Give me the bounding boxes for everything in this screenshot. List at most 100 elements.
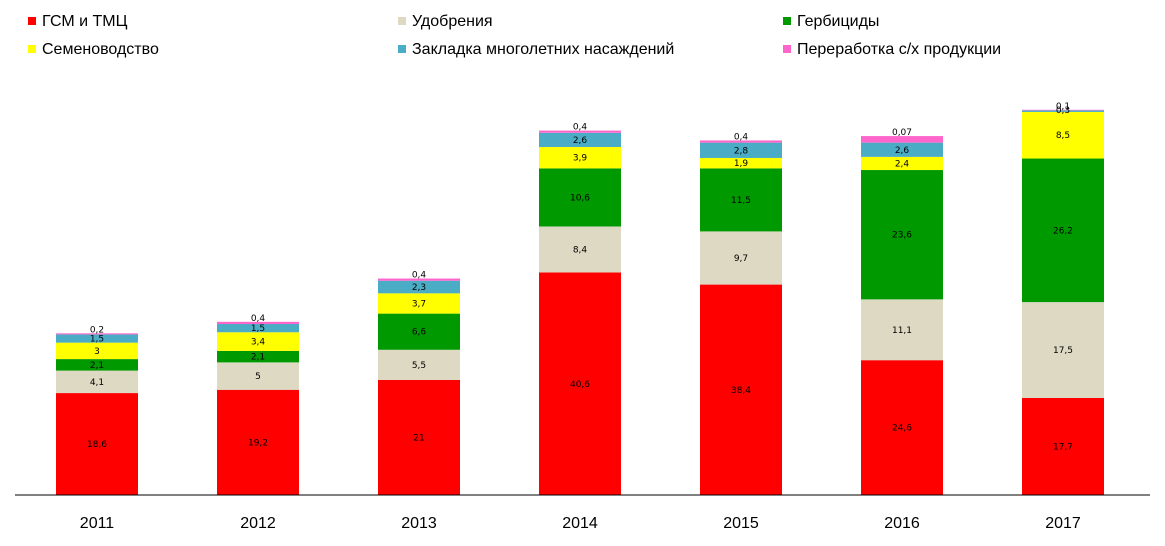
bar-segment bbox=[1022, 110, 1104, 112]
data-label: 2,6 bbox=[573, 136, 588, 146]
data-label: 2,4 bbox=[895, 159, 910, 169]
legend-label: Переработка с/х продукции bbox=[797, 41, 1001, 58]
data-label: 11,5 bbox=[731, 196, 751, 206]
legend-swatch bbox=[398, 17, 406, 25]
legend-item-3: Гербициды bbox=[783, 13, 879, 30]
legend-swatch bbox=[28, 17, 36, 25]
data-label: 5,5 bbox=[412, 361, 426, 371]
bar-segment bbox=[539, 168, 621, 227]
data-label: 0,1 bbox=[1056, 102, 1070, 112]
bar-segment bbox=[56, 370, 138, 394]
x-tick-label-2017: 2017 bbox=[1045, 515, 1081, 532]
x-tick-labels: 2011 2012 2013 2014 2015 2016 2017 bbox=[80, 515, 1081, 532]
bar-segment bbox=[378, 280, 460, 294]
bar-segment bbox=[539, 226, 621, 273]
data-label: 23,6 bbox=[892, 231, 912, 241]
bar-segment bbox=[700, 140, 782, 143]
bar-stack-2015: 38,4 9,7 11,5 1,9 2,8 0,4 bbox=[700, 132, 782, 495]
bar-segment bbox=[539, 132, 621, 148]
bar-segment bbox=[217, 332, 299, 351]
data-label: 0,2 bbox=[90, 325, 104, 335]
bar-segment bbox=[539, 147, 621, 169]
legend-label: Удобрения bbox=[412, 13, 493, 30]
data-label: 10,6 bbox=[570, 193, 590, 203]
bar-segment bbox=[1022, 111, 1104, 159]
data-label: 26,2 bbox=[1053, 226, 1073, 236]
data-label: 1,5 bbox=[90, 335, 104, 345]
legend-swatch bbox=[398, 45, 406, 53]
data-label: 2,1 bbox=[90, 361, 104, 371]
bar-segment bbox=[217, 350, 299, 363]
bar-segment bbox=[217, 362, 299, 390]
bar-segment bbox=[861, 142, 943, 157]
bars: 18,64,12,131,50,219,252,13,41,50,4215,56… bbox=[56, 102, 1104, 495]
data-label: 3,9 bbox=[573, 154, 588, 164]
legend-item-2: Удобрения bbox=[398, 13, 493, 30]
data-label: 0,3 bbox=[1056, 106, 1070, 116]
bar-stack-2011: 18,6 4,1 2,1 3 1,50,2 bbox=[56, 325, 138, 495]
data-label: 0,4 bbox=[734, 132, 749, 142]
bar-segment bbox=[861, 156, 943, 171]
bar-segment bbox=[56, 334, 138, 343]
bar-segment bbox=[217, 324, 299, 333]
legend: ГСМ и ТМЦ Удобрения Гербициды Семеноводство… bbox=[28, 13, 1001, 58]
data-label: 40,6 bbox=[570, 380, 590, 390]
data-label: 38,4 bbox=[731, 386, 751, 396]
bar-segment bbox=[1022, 109, 1104, 111]
bar-segment bbox=[539, 272, 621, 495]
bar-stack-2016: 24,6 11,1 23,6 2,4 2,6 0,07 bbox=[861, 128, 943, 495]
data-label: 24,6 bbox=[892, 424, 912, 434]
bar-segment bbox=[861, 170, 943, 300]
bar-segment bbox=[700, 157, 782, 169]
bar-segment bbox=[378, 379, 460, 495]
legend-item-1: ГСМ и ТМЦ bbox=[28, 13, 128, 30]
data-label: 3 bbox=[94, 347, 100, 357]
bar-stack-2013: 21 5,5 6,6 3,7 2,3 0,4 bbox=[378, 271, 460, 495]
legend-item-4: Семеноводство bbox=[28, 41, 159, 58]
bar-stack-2017: 17,7 17,5 26,2 8,5 0,30,1 bbox=[1022, 102, 1104, 495]
data-label: 5 bbox=[255, 372, 261, 382]
data-label: 2,6 bbox=[895, 146, 910, 156]
bar-segment bbox=[700, 142, 782, 158]
data-label: 17,7 bbox=[1053, 443, 1073, 453]
bar-segment bbox=[56, 393, 138, 495]
data-label: 18,6 bbox=[87, 440, 107, 450]
data-label: 0,4 bbox=[412, 271, 427, 281]
bar-segment bbox=[1022, 302, 1104, 399]
data-label: 0,4 bbox=[251, 314, 266, 324]
x-tick-label-2016: 2016 bbox=[884, 515, 920, 532]
bar-stack-2014: 40,6 8,4 10,6 3,9 2,6 0,4 bbox=[539, 123, 621, 495]
data-label: 19,2 bbox=[248, 438, 268, 448]
bar-segment bbox=[700, 231, 782, 285]
data-label: 0,07 bbox=[892, 128, 912, 138]
bar-segment bbox=[1022, 398, 1104, 495]
legend-swatch bbox=[783, 17, 791, 25]
bar-segment bbox=[56, 342, 138, 360]
bar-segment bbox=[861, 299, 943, 361]
data-label: 9,7 bbox=[734, 254, 748, 264]
bar-segment bbox=[861, 360, 943, 495]
data-label: 6,6 bbox=[412, 328, 427, 338]
data-label: 1,9 bbox=[734, 159, 749, 169]
data-label: 0,4 bbox=[573, 123, 588, 133]
legend-label: Семеноводство bbox=[42, 41, 159, 58]
data-label: 3,7 bbox=[412, 299, 426, 309]
data-label: 21 bbox=[413, 433, 424, 443]
data-label: 2,3 bbox=[412, 283, 426, 293]
data-label: 4,1 bbox=[90, 378, 104, 388]
bar-segment bbox=[539, 130, 621, 133]
bar-segment bbox=[56, 333, 138, 335]
bar-segment bbox=[700, 168, 782, 232]
data-label: 2,1 bbox=[251, 353, 265, 363]
x-tick-label-2012: 2012 bbox=[240, 515, 276, 532]
x-tick-label-2015: 2015 bbox=[723, 515, 759, 532]
bar-segment bbox=[378, 293, 460, 314]
x-tick-label-2014: 2014 bbox=[562, 515, 598, 532]
legend-label: Закладка многолетних насаждений bbox=[412, 41, 674, 58]
legend-item-5: Закладка многолетних насаждений bbox=[398, 41, 674, 58]
bar-segment bbox=[378, 313, 460, 350]
data-label: 11,1 bbox=[892, 326, 912, 336]
bar-segment bbox=[700, 284, 782, 495]
data-label: 2,8 bbox=[734, 146, 749, 156]
